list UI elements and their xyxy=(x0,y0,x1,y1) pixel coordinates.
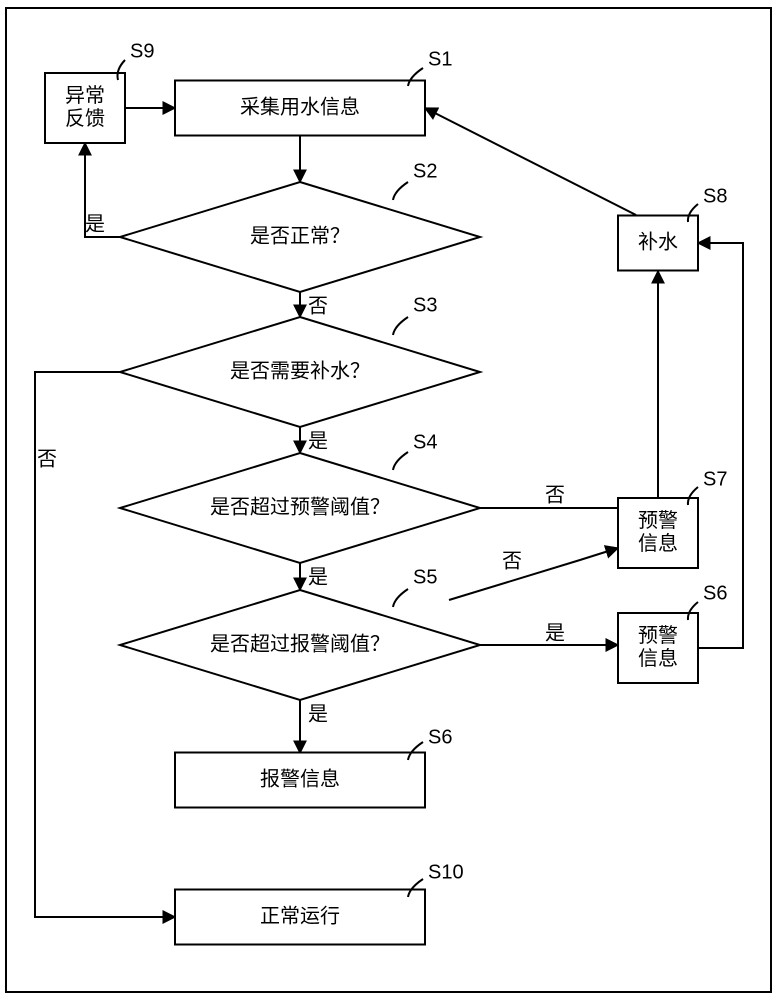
edge-label-9: 是 xyxy=(545,622,565,644)
edge-label-3: 否 xyxy=(308,295,328,317)
step-tag-s6: S6 xyxy=(428,726,452,748)
node-label-s9-1: 反馈 xyxy=(65,107,105,130)
edge-label-5: 是 xyxy=(308,566,328,588)
node-label-s4-0: 是否超过预警阈值？ xyxy=(210,495,390,518)
step-tag-s1: S1 xyxy=(428,48,452,70)
node-label-s3-0: 是否需要补水？ xyxy=(230,359,370,382)
step-tag-s8: S8 xyxy=(703,185,727,207)
node-label-s10-0: 正常运行 xyxy=(260,904,340,927)
step-tag-s4: S4 xyxy=(413,431,437,453)
edge-label-2: 是 xyxy=(85,213,105,235)
node-label-s6r-0: 预警 xyxy=(638,624,678,647)
edge-label-8: 否 xyxy=(545,484,565,506)
node-label-s2-0: 是否正常？ xyxy=(250,224,350,247)
step-tag-s3: S3 xyxy=(413,294,437,316)
edge-label-10: 否 xyxy=(502,550,522,572)
edge-label-4: 是 xyxy=(308,430,328,452)
flowchart-canvas: 是否是是是否否是否异常反馈S9采集用水信息S1是否正常？S2是否需要补水？S3是… xyxy=(0,0,777,1000)
node-label-s6-0: 报警信息 xyxy=(260,767,340,790)
leader-s5 xyxy=(393,589,408,607)
edge-label-6: 是 xyxy=(308,703,328,725)
node-label-s5-0: 是否超过报警阈值？ xyxy=(210,632,390,655)
step-tag-s7: S7 xyxy=(703,468,727,490)
leader-s3 xyxy=(393,317,408,335)
node-label-s8-0: 补水 xyxy=(638,230,678,253)
leader-s4 xyxy=(393,452,408,470)
leader-s2 xyxy=(393,182,408,200)
step-tag-s5: S5 xyxy=(413,566,437,588)
step-tag-s6r: S6 xyxy=(703,582,727,604)
node-label-s9-0: 异常 xyxy=(65,84,105,107)
edge-10 xyxy=(449,548,618,600)
edge-12 xyxy=(425,108,636,215)
step-tag-s9: S9 xyxy=(130,40,154,62)
node-label-s6r-1: 信息 xyxy=(638,647,678,670)
step-tag-s2: S2 xyxy=(413,160,437,182)
node-label-s7-1: 信息 xyxy=(638,532,678,555)
edge-label-7: 否 xyxy=(37,448,57,470)
node-label-s7-0: 预警 xyxy=(638,509,678,532)
step-tag-s10: S10 xyxy=(428,861,464,883)
node-label-s1-0: 采集用水信息 xyxy=(240,95,360,118)
